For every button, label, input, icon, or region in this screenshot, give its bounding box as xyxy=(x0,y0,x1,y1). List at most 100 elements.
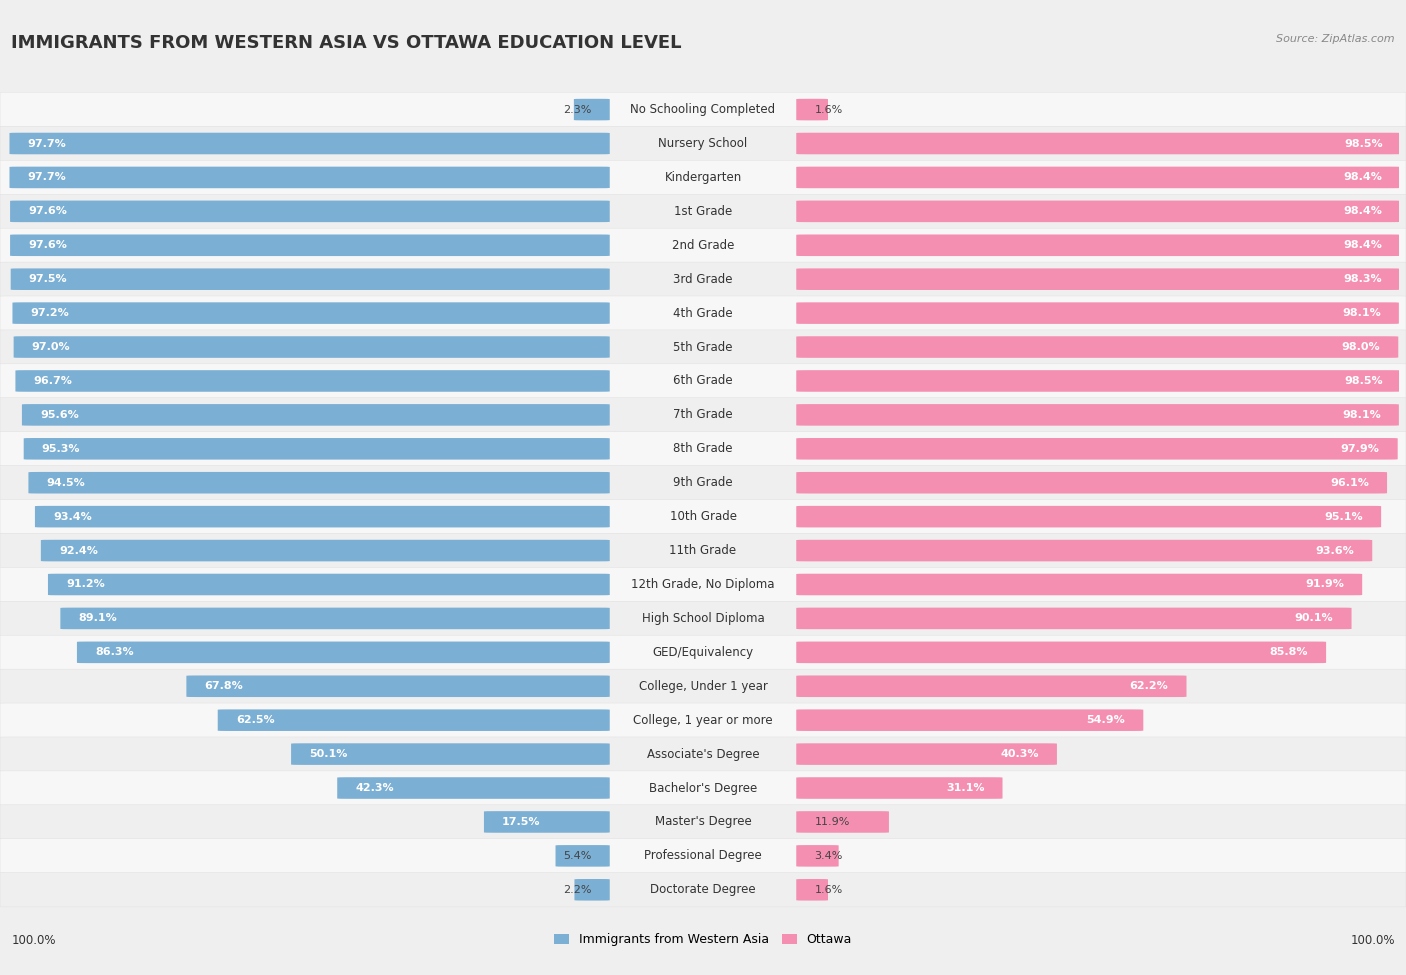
Text: 7th Grade: 7th Grade xyxy=(673,409,733,421)
Text: 17.5%: 17.5% xyxy=(502,817,540,827)
FancyBboxPatch shape xyxy=(0,466,1406,500)
Text: IMMIGRANTS FROM WESTERN ASIA VS OTTAWA EDUCATION LEVEL: IMMIGRANTS FROM WESTERN ASIA VS OTTAWA E… xyxy=(11,34,682,52)
FancyBboxPatch shape xyxy=(10,167,610,188)
Text: 98.4%: 98.4% xyxy=(1344,240,1382,251)
FancyBboxPatch shape xyxy=(11,268,610,290)
FancyBboxPatch shape xyxy=(0,737,1406,771)
Text: 62.5%: 62.5% xyxy=(236,716,274,725)
Legend: Immigrants from Western Asia, Ottawa: Immigrants from Western Asia, Ottawa xyxy=(548,928,858,952)
Text: College, 1 year or more: College, 1 year or more xyxy=(633,714,773,726)
FancyBboxPatch shape xyxy=(796,268,1400,290)
FancyBboxPatch shape xyxy=(796,404,1399,426)
FancyBboxPatch shape xyxy=(35,506,610,527)
Text: 54.9%: 54.9% xyxy=(1087,716,1125,725)
Text: High School Diploma: High School Diploma xyxy=(641,612,765,625)
Text: 9th Grade: 9th Grade xyxy=(673,476,733,489)
Text: 5.4%: 5.4% xyxy=(564,851,592,861)
Text: Professional Degree: Professional Degree xyxy=(644,849,762,862)
FancyBboxPatch shape xyxy=(796,642,1326,663)
FancyBboxPatch shape xyxy=(337,777,610,799)
FancyBboxPatch shape xyxy=(0,93,1406,127)
Text: 98.0%: 98.0% xyxy=(1341,342,1381,352)
FancyBboxPatch shape xyxy=(796,506,1381,527)
FancyBboxPatch shape xyxy=(575,879,610,901)
Text: 6th Grade: 6th Grade xyxy=(673,374,733,387)
Text: 86.3%: 86.3% xyxy=(96,647,134,657)
Text: 96.1%: 96.1% xyxy=(1330,478,1369,488)
FancyBboxPatch shape xyxy=(796,573,1362,596)
FancyBboxPatch shape xyxy=(796,472,1388,493)
Text: 98.4%: 98.4% xyxy=(1344,173,1382,182)
Text: 98.3%: 98.3% xyxy=(1343,274,1382,284)
FancyBboxPatch shape xyxy=(0,432,1406,466)
FancyBboxPatch shape xyxy=(796,302,1399,324)
FancyBboxPatch shape xyxy=(218,710,610,731)
FancyBboxPatch shape xyxy=(796,201,1400,222)
FancyBboxPatch shape xyxy=(10,201,610,222)
FancyBboxPatch shape xyxy=(0,330,1406,365)
FancyBboxPatch shape xyxy=(0,127,1406,161)
FancyBboxPatch shape xyxy=(796,438,1398,459)
FancyBboxPatch shape xyxy=(0,635,1406,670)
FancyBboxPatch shape xyxy=(0,194,1406,228)
Text: 3.4%: 3.4% xyxy=(814,851,842,861)
FancyBboxPatch shape xyxy=(0,703,1406,737)
Text: 97.6%: 97.6% xyxy=(28,240,67,251)
FancyBboxPatch shape xyxy=(0,364,1406,398)
FancyBboxPatch shape xyxy=(13,302,610,324)
Text: 100.0%: 100.0% xyxy=(1350,934,1395,948)
Text: 1st Grade: 1st Grade xyxy=(673,205,733,217)
Text: 92.4%: 92.4% xyxy=(59,546,98,556)
FancyBboxPatch shape xyxy=(796,879,828,901)
Text: 11th Grade: 11th Grade xyxy=(669,544,737,557)
Text: Doctorate Degree: Doctorate Degree xyxy=(650,883,756,896)
Text: 97.5%: 97.5% xyxy=(28,274,67,284)
FancyBboxPatch shape xyxy=(796,370,1402,392)
Text: 1.6%: 1.6% xyxy=(814,884,842,895)
FancyBboxPatch shape xyxy=(60,607,610,629)
Text: 90.1%: 90.1% xyxy=(1295,613,1333,623)
Text: 67.8%: 67.8% xyxy=(204,682,243,691)
Text: 97.0%: 97.0% xyxy=(32,342,70,352)
Text: 95.6%: 95.6% xyxy=(39,410,79,420)
FancyBboxPatch shape xyxy=(14,336,610,358)
Text: 97.7%: 97.7% xyxy=(28,173,66,182)
Text: Associate's Degree: Associate's Degree xyxy=(647,748,759,760)
FancyBboxPatch shape xyxy=(0,771,1406,805)
FancyBboxPatch shape xyxy=(22,404,610,426)
Text: 50.1%: 50.1% xyxy=(309,749,347,760)
Text: 10th Grade: 10th Grade xyxy=(669,510,737,524)
FancyBboxPatch shape xyxy=(0,804,1406,839)
FancyBboxPatch shape xyxy=(555,845,610,867)
Text: No Schooling Completed: No Schooling Completed xyxy=(630,103,776,116)
FancyBboxPatch shape xyxy=(796,676,1187,697)
Text: 95.1%: 95.1% xyxy=(1324,512,1362,522)
FancyBboxPatch shape xyxy=(796,845,838,867)
FancyBboxPatch shape xyxy=(24,438,610,459)
FancyBboxPatch shape xyxy=(0,160,1406,195)
FancyBboxPatch shape xyxy=(0,499,1406,533)
Text: 4th Grade: 4th Grade xyxy=(673,306,733,320)
FancyBboxPatch shape xyxy=(796,743,1057,765)
Text: 98.1%: 98.1% xyxy=(1341,410,1381,420)
Text: 85.8%: 85.8% xyxy=(1270,647,1308,657)
Text: Master's Degree: Master's Degree xyxy=(655,815,751,829)
FancyBboxPatch shape xyxy=(15,370,610,392)
Text: 40.3%: 40.3% xyxy=(1000,749,1039,760)
Text: 2.2%: 2.2% xyxy=(564,884,592,895)
Text: 5th Grade: 5th Grade xyxy=(673,340,733,354)
Text: 97.7%: 97.7% xyxy=(28,138,66,148)
FancyBboxPatch shape xyxy=(484,811,610,833)
Text: 3rd Grade: 3rd Grade xyxy=(673,273,733,286)
Text: 93.6%: 93.6% xyxy=(1316,546,1354,556)
Text: 91.9%: 91.9% xyxy=(1305,579,1344,590)
Text: 89.1%: 89.1% xyxy=(79,613,117,623)
Text: 8th Grade: 8th Grade xyxy=(673,443,733,455)
FancyBboxPatch shape xyxy=(0,296,1406,331)
Text: Nursery School: Nursery School xyxy=(658,137,748,150)
FancyBboxPatch shape xyxy=(0,873,1406,907)
Text: 42.3%: 42.3% xyxy=(356,783,394,793)
Text: 98.4%: 98.4% xyxy=(1344,207,1382,216)
Text: 97.2%: 97.2% xyxy=(31,308,69,318)
Text: 93.4%: 93.4% xyxy=(53,512,91,522)
